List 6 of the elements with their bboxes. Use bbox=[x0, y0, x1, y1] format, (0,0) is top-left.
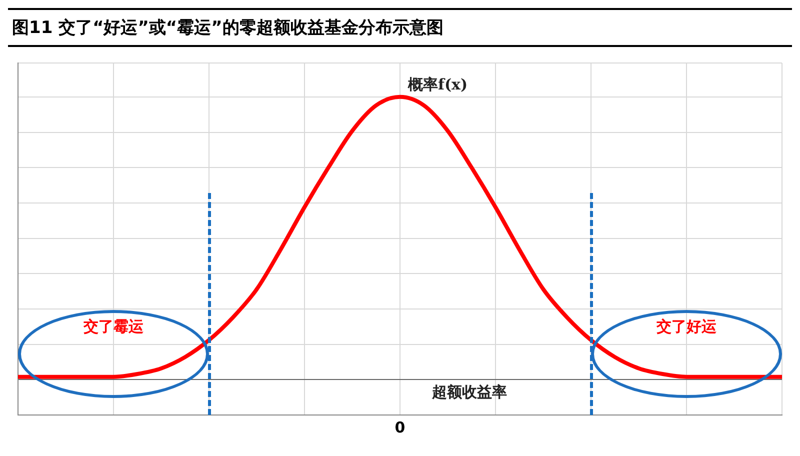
x-axis-title: 超额收益率 bbox=[431, 383, 507, 402]
chart-title: 图11 交了“好运”或“霉运”的零超额收益基金分布示意图 bbox=[8, 8, 792, 47]
annotation: 交了霉运 bbox=[82, 318, 144, 336]
y-axis-title: 概率f(x) bbox=[407, 75, 468, 94]
annotation: 交了好运 bbox=[656, 318, 718, 336]
text: 0 bbox=[394, 418, 406, 436]
